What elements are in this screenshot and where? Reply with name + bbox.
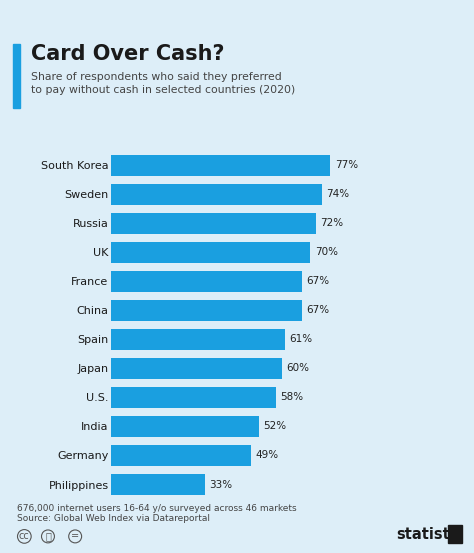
Text: 70%: 70% (315, 247, 338, 257)
Text: cc: cc (19, 531, 30, 541)
Text: 60%: 60% (286, 363, 310, 373)
Text: 67%: 67% (306, 305, 329, 315)
Bar (111, 242, 310, 263)
Bar (111, 358, 282, 379)
Bar (111, 474, 205, 495)
Text: 52%: 52% (264, 421, 287, 431)
Text: 33%: 33% (210, 479, 233, 489)
Bar (111, 155, 330, 176)
Text: 77%: 77% (335, 160, 358, 170)
Text: 58%: 58% (281, 393, 304, 403)
Bar (111, 329, 285, 350)
Bar (111, 445, 251, 466)
Bar (111, 387, 276, 408)
Bar (111, 213, 316, 234)
Bar (111, 416, 259, 437)
Text: 49%: 49% (255, 451, 278, 461)
Text: Source: Global Web Index via Datareportal: Source: Global Web Index via Datareporta… (17, 514, 210, 523)
Text: 74%: 74% (326, 189, 349, 199)
Text: 72%: 72% (320, 218, 344, 228)
Text: =: = (71, 531, 79, 541)
Bar (111, 300, 302, 321)
Text: 676,000 internet users 16-64 y/o surveyed across 46 markets: 676,000 internet users 16-64 y/o surveye… (17, 504, 296, 513)
Text: Share of respondents who said they preferred
to pay without cash in selected cou: Share of respondents who said they prefe… (31, 72, 295, 96)
Bar (111, 184, 322, 205)
Bar (111, 271, 302, 292)
Text: statista: statista (396, 527, 460, 542)
Text: 67%: 67% (306, 276, 329, 286)
Text: ⓘ: ⓘ (45, 531, 51, 541)
Text: 61%: 61% (289, 335, 312, 345)
Text: Card Over Cash?: Card Over Cash? (31, 44, 224, 64)
